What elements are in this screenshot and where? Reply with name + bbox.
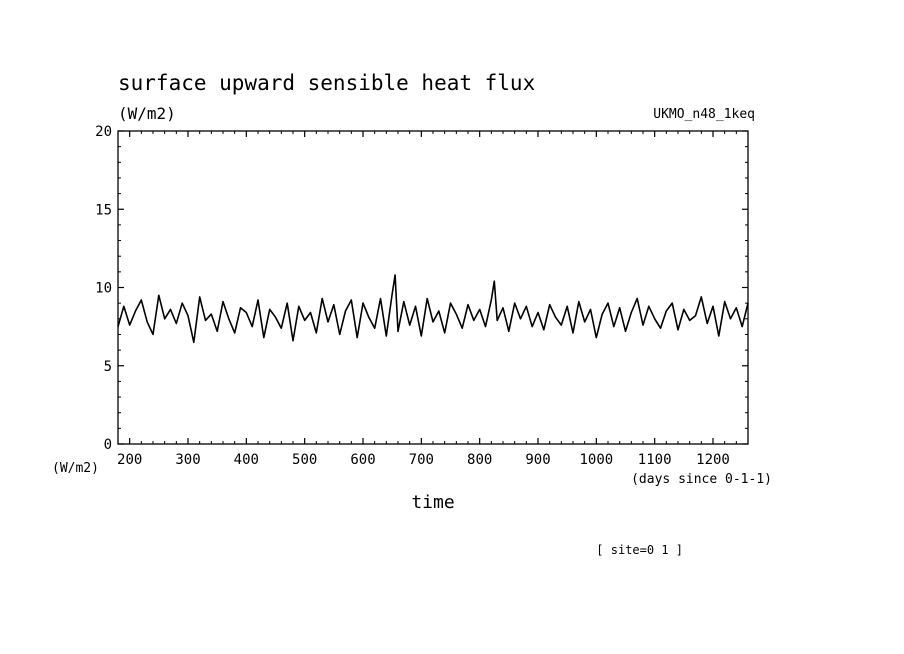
x-axis: 200 300 400 500 600 700 800 900 1000 1100 1200 (117, 131, 749, 468)
x-tick-label: 200 (117, 452, 142, 468)
x-tick-label: 1000 (579, 452, 613, 468)
y-tick-label: 15 (95, 202, 112, 218)
chart-title: surface upward sensible heat flux (118, 71, 535, 95)
y-tick-label: 0 (104, 437, 112, 453)
series-line (117, 274, 749, 344)
x-axis-label: time (411, 492, 454, 513)
x-tick-label: 400 (234, 452, 259, 468)
x-axis-units: (days since 0-1-1) (631, 472, 772, 487)
y-axis-label: (W/m2) (52, 461, 99, 476)
y-tick-label: 20 (95, 124, 112, 140)
chart-units: (W/m2) (118, 104, 176, 123)
x-tick-label: 900 (525, 452, 550, 468)
y-tick-label: 5 (104, 359, 112, 375)
plot-frame (117, 130, 749, 445)
x-tick-label: 700 (409, 452, 434, 468)
x-tick-label: 800 (467, 452, 492, 468)
footer-text: [ site=0 1 ] (596, 543, 683, 557)
x-tick-label: 600 (350, 452, 375, 468)
dataset-label: UKMO_n48_1keq (653, 107, 755, 122)
x-tick-label: 300 (175, 452, 200, 468)
x-tick-label: 1200 (696, 452, 730, 468)
y-axis: 0 5 10 15 20 (95, 124, 748, 453)
x-tick-label: 1100 (638, 452, 672, 468)
x-tick-label: 500 (292, 452, 317, 468)
y-tick-label: 10 (95, 281, 112, 297)
